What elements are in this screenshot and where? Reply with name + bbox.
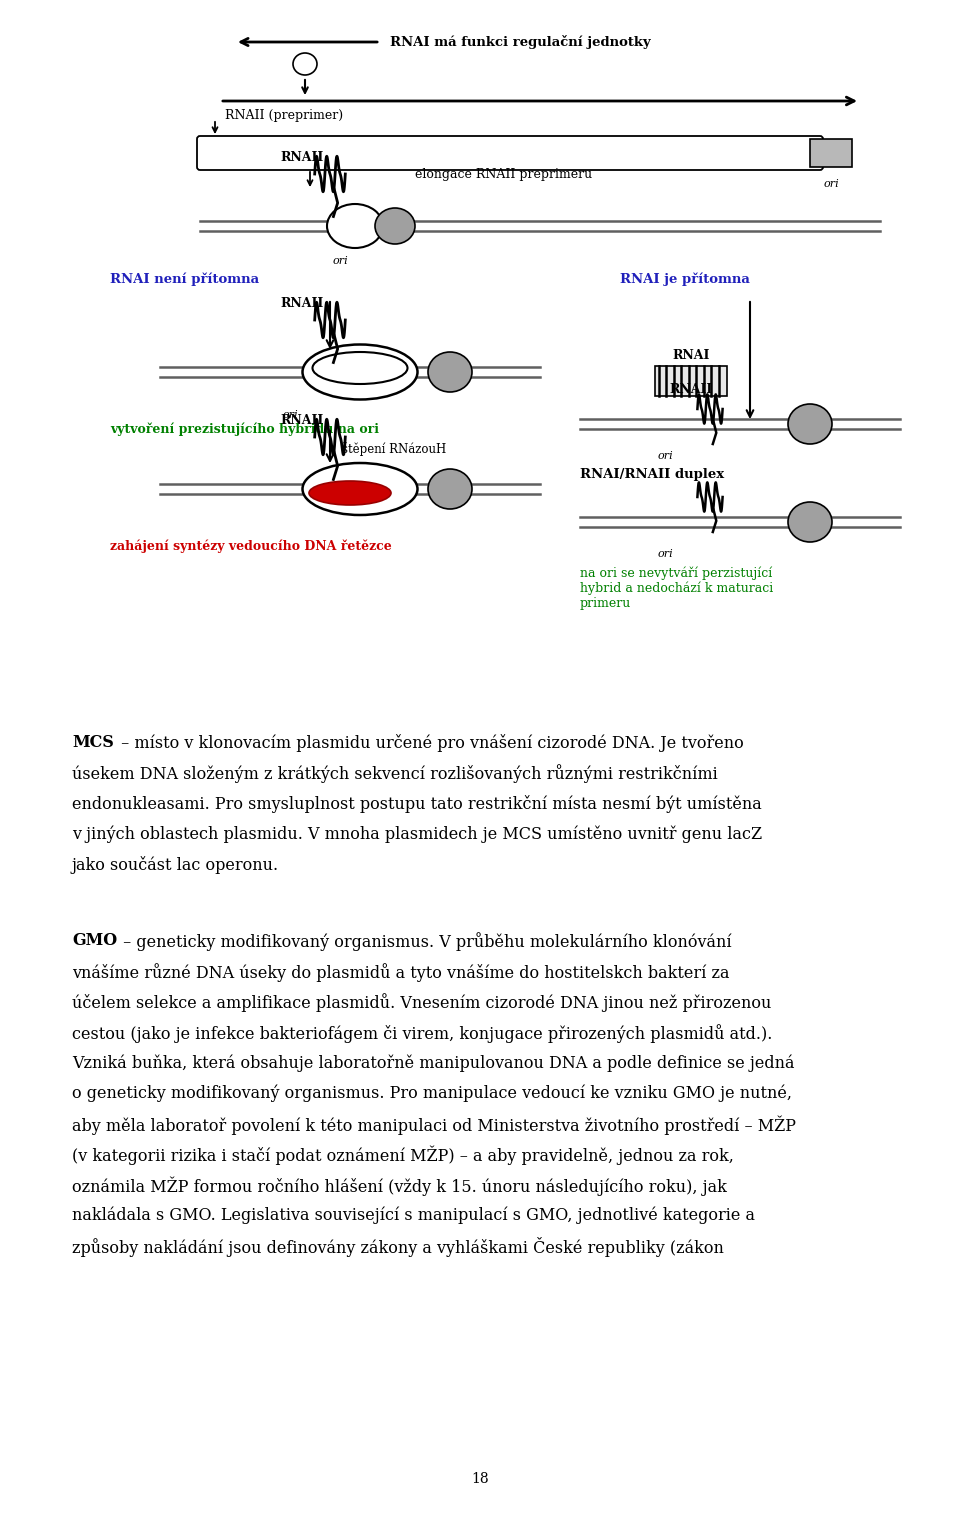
Text: v jiných oblastech plasmidu. V mnoha plasmidech je MCS umístěno uvnitř genu lacZ: v jiných oblastech plasmidu. V mnoha pla… (72, 825, 762, 843)
Ellipse shape (428, 351, 472, 392)
Text: Vzniká buňka, která obsahuje laboratořně manipulovanou DNA a podle definice se j: Vzniká buňka, která obsahuje laboratořně… (72, 1054, 795, 1072)
Text: ori: ori (823, 179, 839, 189)
Text: ori: ori (332, 256, 348, 266)
Text: RNAII: RNAII (280, 413, 324, 427)
Ellipse shape (309, 481, 391, 506)
Text: (v kategorii rizika i stačí podat oznámení MŽP) – a aby pravidelně, jednou za ro: (v kategorii rizika i stačí podat oznáme… (72, 1146, 733, 1166)
Text: RNAI/RNAII duplex: RNAI/RNAII duplex (580, 468, 724, 481)
FancyBboxPatch shape (197, 136, 823, 170)
Text: RNAI je přítomna: RNAI je přítomna (620, 273, 750, 286)
Ellipse shape (293, 53, 317, 76)
Text: 18: 18 (471, 1472, 489, 1487)
Ellipse shape (428, 469, 472, 509)
Text: ori: ori (658, 550, 673, 559)
Ellipse shape (327, 204, 383, 248)
Text: účelem selekce a amplifikace plasmidů. Vnesením cizorodé DNA jinou než přirozeno: účelem selekce a amplifikace plasmidů. V… (72, 993, 772, 1013)
Text: RNAII (preprimer): RNAII (preprimer) (225, 109, 343, 123)
Text: elongace RNAII preprimeru: elongace RNAII preprimeru (415, 168, 592, 180)
Text: endonukleasami. Pro smysluplnost postupu tato restrikční místa nesmí být umístěn: endonukleasami. Pro smysluplnost postupu… (72, 795, 761, 813)
Ellipse shape (302, 463, 418, 515)
Bar (655, 366, 727, 397)
Text: štěpení RNázouH: štěpení RNázouH (342, 442, 446, 456)
Text: – místo v klonovacím plasmidu určené pro vnášení cizorodé DNA. Je tvořeno: – místo v klonovacím plasmidu určené pro… (115, 734, 743, 752)
Ellipse shape (313, 351, 407, 385)
Text: na ​ori​ se nevytváří perzistující
hybrid a nedochází k maturaci
primeru: na ​ori​ se nevytváří perzistující hybri… (580, 566, 773, 610)
Text: aby měla laboratoř povolení k této manipulaci od Ministerstva životního prostřed: aby měla laboratoř povolení k této manip… (72, 1116, 796, 1136)
Text: zahájení syntézy vedoucího DNA řetězce: zahájení syntézy vedoucího DNA řetězce (110, 539, 392, 553)
Text: vnášíme různé DNA úseky do plasmidů a tyto vnášíme do hostitelskch bakterí za: vnášíme různé DNA úseky do plasmidů a ty… (72, 963, 730, 981)
Ellipse shape (788, 503, 832, 542)
Text: RNAII: RNAII (669, 383, 712, 397)
Text: oznámila MŽP formou ročního hlášení (vždy k 15. únoru následujícího roku), jak: oznámila MŽP formou ročního hlášení (vžd… (72, 1176, 727, 1196)
Ellipse shape (375, 207, 415, 244)
Text: způsoby nakládání jsou definovány zákony a vyhláškami České republiky (zákon: způsoby nakládání jsou definovány zákony… (72, 1237, 724, 1257)
Text: – geneticky modifikovaný organismus. V průběhu molekulárního klonóvání: – geneticky modifikovaný organismus. V p… (118, 933, 732, 951)
Text: ori: ori (282, 410, 298, 419)
Text: ori: ori (658, 451, 673, 460)
Text: RNAI: RNAI (672, 350, 709, 362)
Ellipse shape (788, 404, 832, 444)
Text: vytvoření prezistujícího hybridu na ori: vytvoření prezistujícího hybridu na ori (110, 422, 379, 436)
Bar (810, 139, 852, 167)
Text: −: − (300, 59, 309, 68)
Text: úsekem DNA složeným z krátkých sekvencí rozlišovaných různými restrikčními: úsekem DNA složeným z krátkých sekvencí … (72, 765, 718, 783)
Text: cestou (jako je infekce bakteriofágem či virem, konjugace přirozených plasmidů a: cestou (jako je infekce bakteriofágem či… (72, 1023, 773, 1043)
Ellipse shape (302, 345, 418, 400)
Text: jako součást lac operonu.: jako součást lac operonu. (72, 855, 279, 874)
Text: GMO: GMO (72, 933, 117, 949)
Text: RNAII: RNAII (280, 151, 324, 164)
Text: RNAI není přítomna: RNAI není přítomna (110, 273, 259, 286)
Text: RNAI má funkci regulační jednotky: RNAI má funkci regulační jednotky (390, 35, 651, 48)
Text: nakládala s GMO. Legislativa související s manipulací s GMO, jednotlivé kategori: nakládala s GMO. Legislativa související… (72, 1207, 755, 1225)
Text: MCS: MCS (72, 734, 114, 751)
Text: o geneticky modifikovaný organismus. Pro manipulace vedoucí ke vzniku GMO je nut: o geneticky modifikovaný organismus. Pro… (72, 1084, 792, 1102)
Text: RNAII: RNAII (280, 297, 324, 310)
